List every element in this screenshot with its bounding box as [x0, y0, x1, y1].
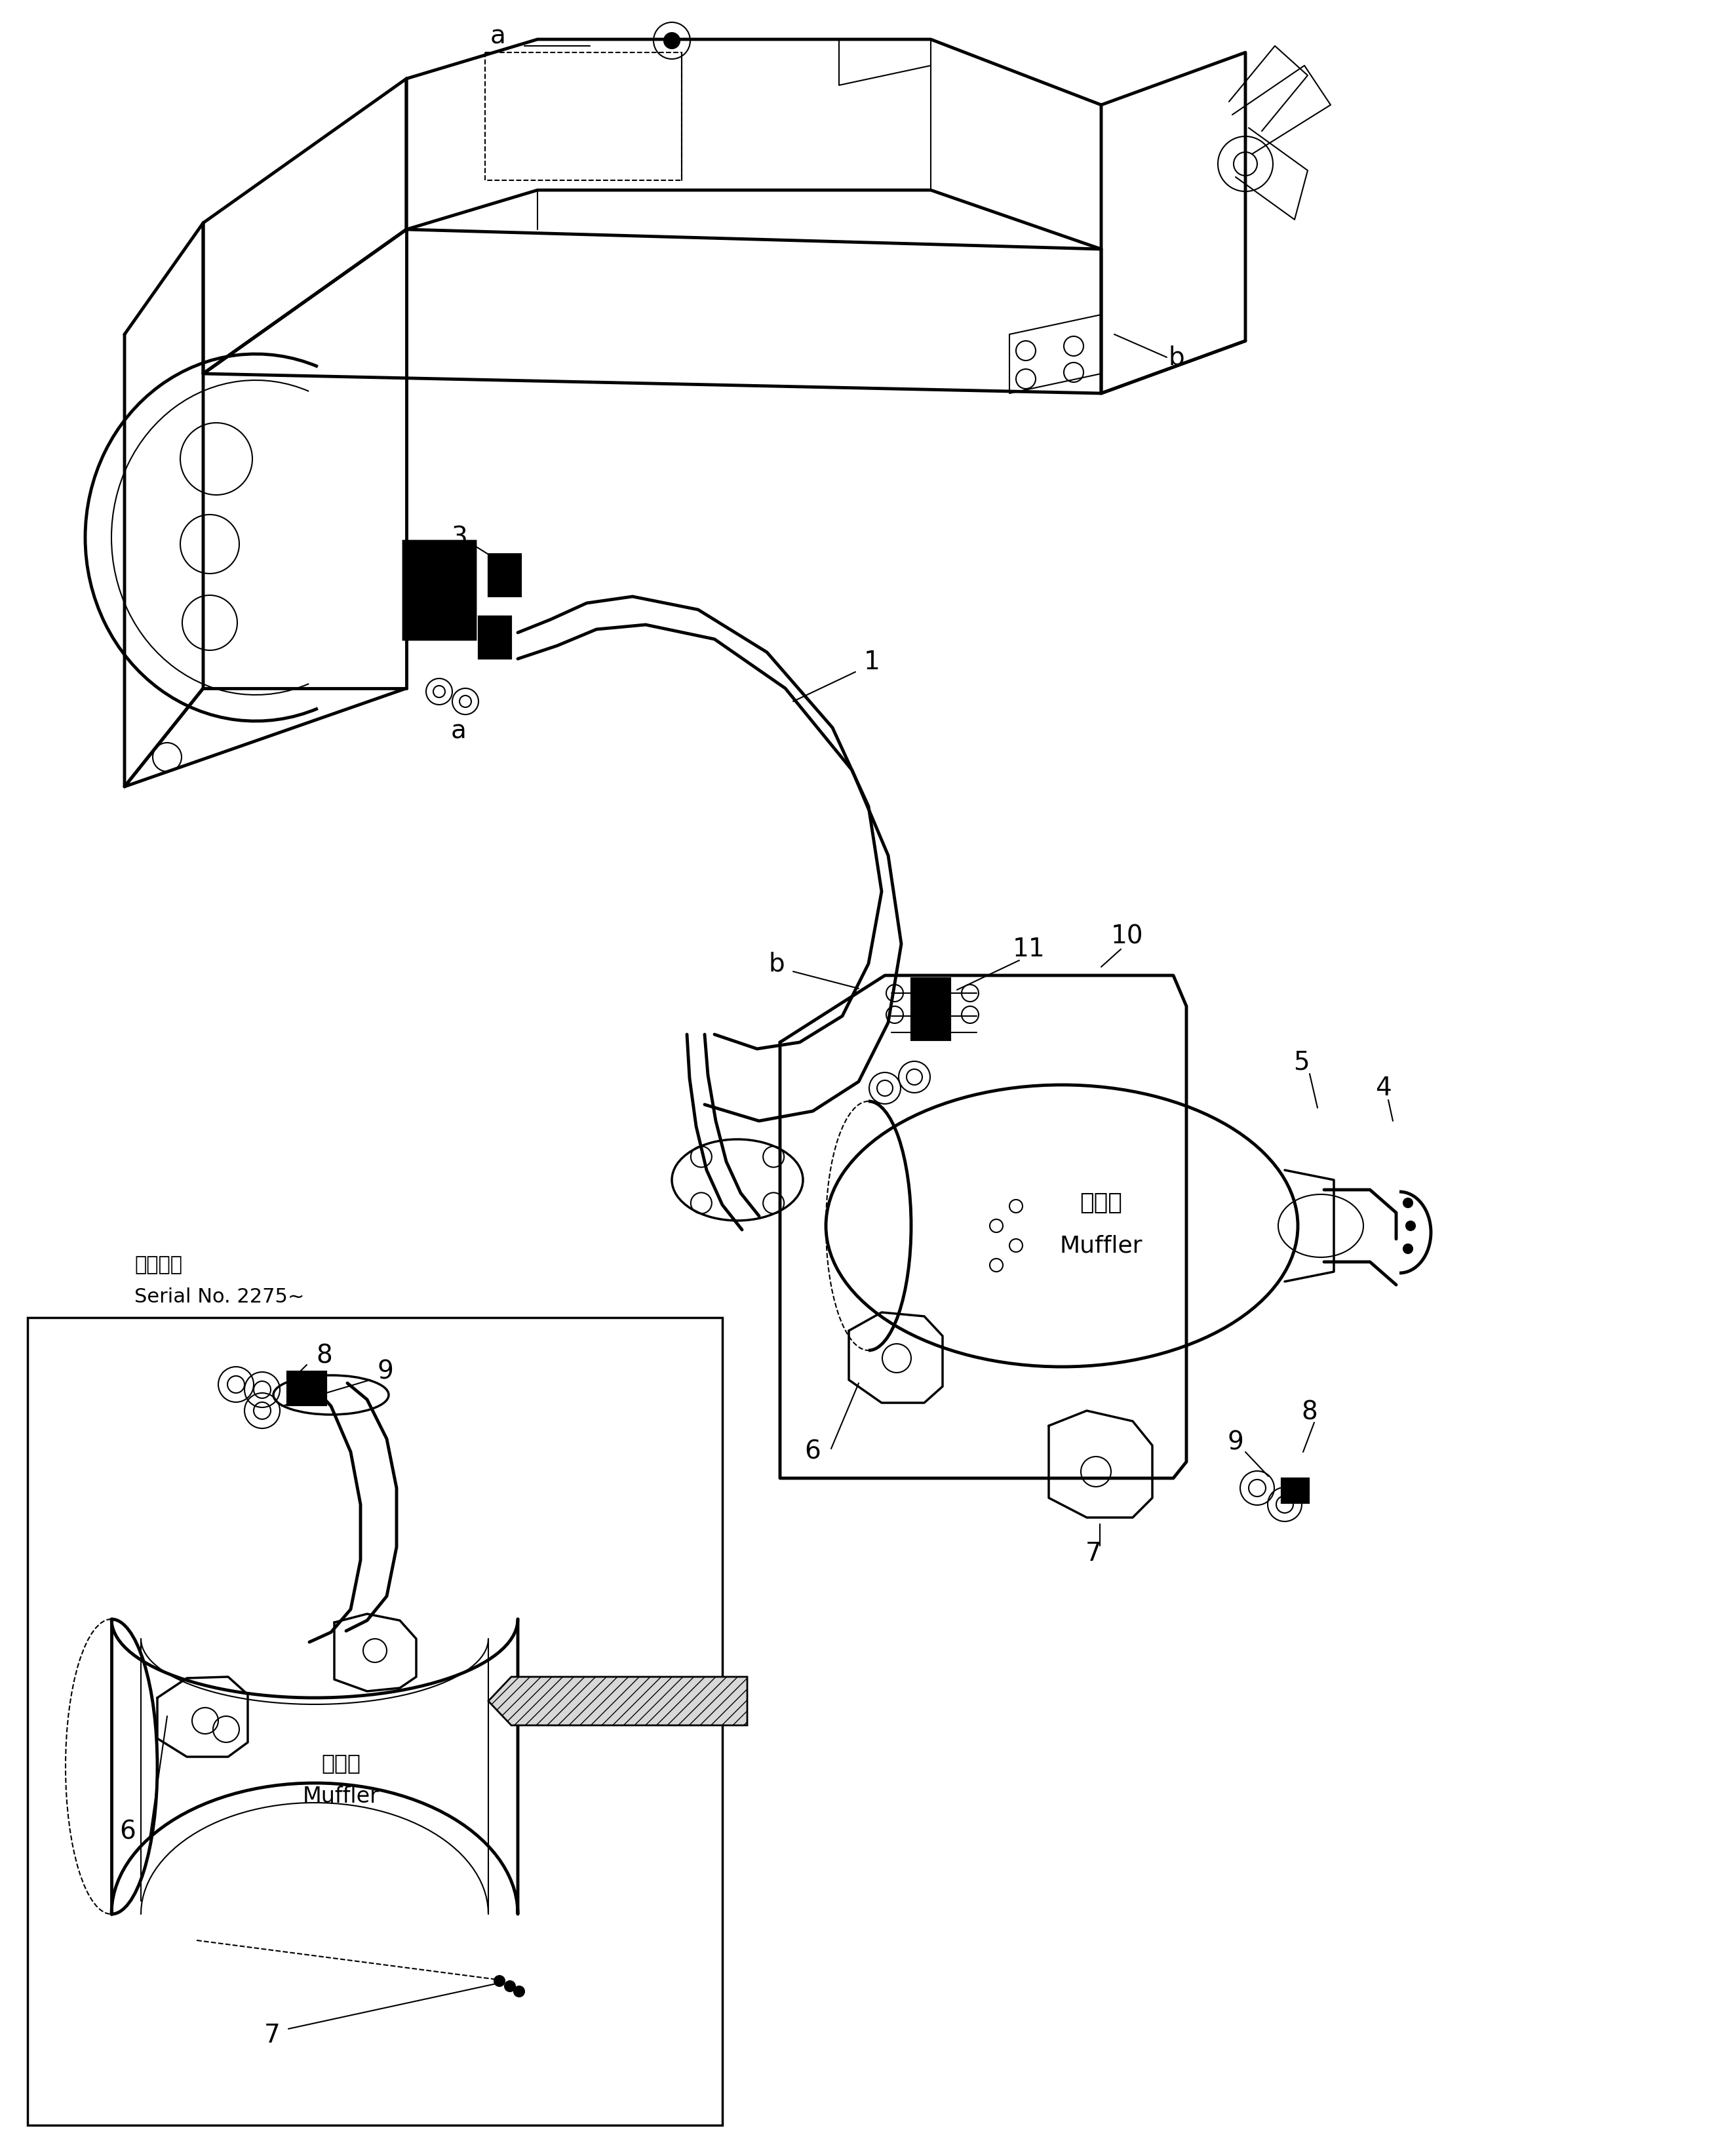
- Text: 7: 7: [265, 2022, 280, 2048]
- Bar: [911, 979, 950, 1041]
- Text: b: b: [1168, 345, 1185, 369]
- Bar: [911, 979, 950, 1041]
- Text: 7: 7: [1086, 1542, 1101, 1565]
- Text: 8: 8: [316, 1343, 333, 1369]
- Bar: [479, 617, 512, 660]
- Circle shape: [495, 1975, 505, 1986]
- Circle shape: [505, 1981, 515, 1992]
- Text: 1: 1: [864, 649, 880, 675]
- Text: 4: 4: [1374, 1076, 1392, 1100]
- Circle shape: [663, 32, 680, 47]
- Text: a: a: [452, 718, 467, 744]
- Text: 8: 8: [1302, 1399, 1318, 1425]
- Bar: [27, 1317, 722, 2126]
- Bar: [1282, 1479, 1309, 1503]
- Text: マフラ: マフラ: [1081, 1192, 1122, 1214]
- Text: 11: 11: [1014, 936, 1045, 962]
- Text: Serial No. 2275~: Serial No. 2275~: [134, 1287, 304, 1307]
- Bar: [287, 1371, 326, 1406]
- Text: マフラ: マフラ: [321, 1753, 361, 1774]
- Polygon shape: [488, 1677, 747, 1725]
- Bar: [404, 541, 476, 638]
- Text: 適用号機: 適用号機: [134, 1255, 182, 1274]
- Bar: [488, 554, 521, 597]
- Circle shape: [1404, 1244, 1412, 1253]
- Circle shape: [514, 1986, 524, 1996]
- Circle shape: [1404, 1199, 1412, 1207]
- Text: 9: 9: [378, 1358, 393, 1384]
- Bar: [488, 554, 521, 597]
- Text: 3: 3: [450, 526, 467, 550]
- Bar: [287, 1371, 326, 1406]
- Bar: [1282, 1479, 1309, 1503]
- Bar: [404, 541, 476, 638]
- Text: 9: 9: [1227, 1429, 1244, 1455]
- Circle shape: [1405, 1220, 1416, 1231]
- Text: 6: 6: [120, 1820, 136, 1846]
- Text: a: a: [490, 24, 507, 47]
- Text: Muffler: Muffler: [1060, 1235, 1142, 1257]
- Text: 6: 6: [804, 1440, 821, 1464]
- Text: 3: 3: [490, 561, 507, 586]
- Text: b: b: [768, 951, 785, 977]
- Bar: [479, 617, 512, 660]
- Text: 2: 2: [402, 558, 417, 582]
- Text: Muffler: Muffler: [302, 1785, 380, 1807]
- Text: 10: 10: [1112, 923, 1144, 949]
- Text: 5: 5: [1294, 1050, 1309, 1074]
